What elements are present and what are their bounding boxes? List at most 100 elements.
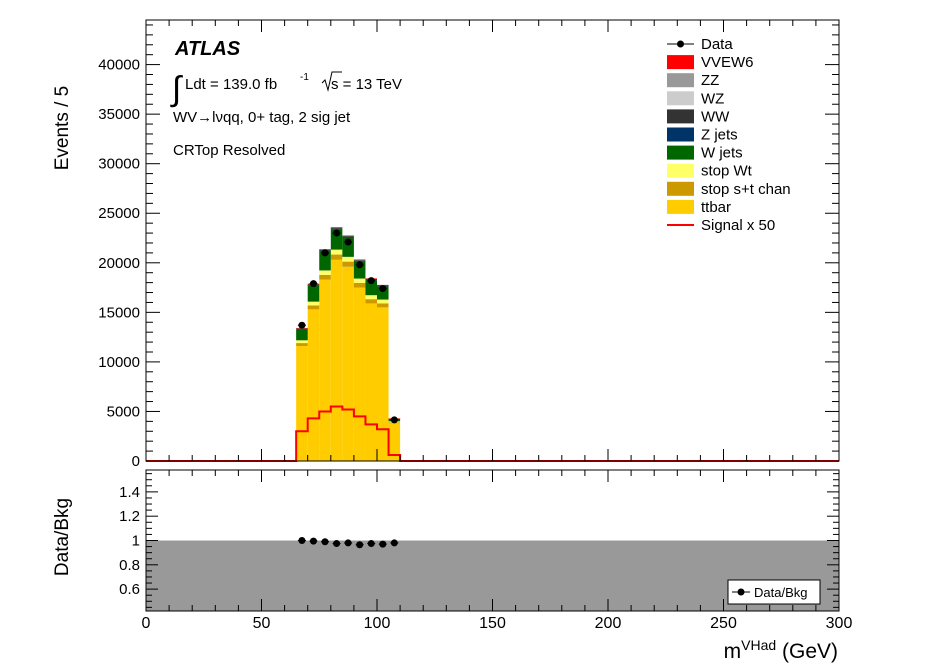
bar-stop-wt [319, 270, 331, 275]
bar-stop-s-t-chan [353, 282, 366, 288]
x-axis-label-sup: VHad [741, 637, 776, 653]
ratio-y-axis: 0.6 0.8 1 1.2 1.4 [119, 473, 839, 608]
legend-swatch-wz [667, 91, 694, 106]
bar-ww [342, 235, 354, 238]
bar-stop-wt [330, 249, 343, 255]
main-y-axis: 0 5000 10000 15000 20000 25000 30000 35000 40000 [98, 24, 839, 470]
bar-stop-wt [377, 299, 389, 304]
legend-label-stop-wt: stop Wt [701, 163, 753, 180]
bar-z-jets [342, 237, 354, 239]
main-x-ticks [145, 20, 840, 461]
bar-ww [353, 259, 366, 261]
legend-label-data: Data [701, 36, 733, 53]
data-point [333, 229, 341, 237]
ratio-y-tick-label: 1.2 [119, 508, 140, 525]
data-point [390, 416, 398, 424]
atlas-label: ATLAS [174, 38, 241, 60]
data-point [367, 277, 375, 285]
ratio-panel: 0.6 0.8 1 1.2 1.4 0 50 100 150 200 250 300 Data/Bk… [52, 469, 853, 663]
y-tick-label: 0 [132, 453, 140, 470]
ratio-y-tick-label: 0.6 [119, 581, 140, 598]
signal-line [146, 405, 839, 462]
x-tick-label: 250 [710, 615, 737, 632]
legend-label-zz: ZZ [701, 72, 719, 89]
y-tick-label: 20000 [98, 255, 140, 272]
bar-ww [330, 227, 343, 229]
ratio-x-axis: 0 50 100 150 200 250 300 [142, 470, 853, 632]
bar-stop-wt [296, 340, 308, 344]
legend-label-signal-x-50: Signal x 50 [701, 217, 775, 234]
bar-vvew6 [342, 235, 354, 237]
channel-label: WV→lνqq, 0+ tag, 2 sig jet [173, 109, 351, 126]
data-points [297, 229, 399, 424]
bar-stop-wt [353, 278, 366, 283]
bar-w-jets [307, 285, 320, 302]
ratio-y-tick-label: 1.4 [119, 484, 140, 501]
ratio-point [367, 540, 375, 548]
main-panel: 0 5000 10000 15000 20000 25000 30000 35000 40000… [52, 19, 840, 470]
x-axis-label-main: m [724, 640, 742, 663]
ratio-point [321, 538, 329, 546]
legend-label-wz: WZ [701, 90, 724, 107]
x-tick-label: 100 [364, 615, 391, 632]
bar-ttbar [296, 346, 308, 461]
bar-z-jets [330, 228, 343, 230]
bar-ttbar [307, 309, 320, 461]
ratio-point [333, 540, 341, 548]
x-tick-label: 0 [142, 615, 151, 632]
bar-w-jets [330, 229, 343, 250]
signal-histogram [146, 405, 839, 462]
ratio-y-tick-label: 0.8 [119, 557, 140, 574]
bar-vvew6 [330, 227, 343, 228]
bar-z-jets [296, 328, 308, 330]
bar-w-jets [365, 280, 377, 296]
legend-label-ww: WW [701, 108, 730, 125]
x-tick-label: 200 [595, 615, 622, 632]
ratio-point [344, 539, 352, 547]
y-tick-label: 10000 [98, 354, 140, 371]
legend-swatch-w-jets [667, 145, 694, 160]
bar-ttbar [365, 303, 377, 461]
x-tick-label: 300 [826, 615, 853, 632]
bar-stop-wt [342, 256, 354, 262]
ratio-point [356, 541, 364, 549]
y-tick-label: 5000 [107, 403, 140, 420]
bar-w-jets [342, 238, 354, 257]
legend-swatch-stop-wt [667, 163, 694, 178]
x-tick-label: 50 [253, 615, 271, 632]
bar-ttbar [388, 423, 401, 461]
legend-label-vvew6: VVEW6 [701, 54, 754, 71]
stacked-histogram [296, 227, 401, 461]
bar-stop-s-t-chan [307, 305, 320, 310]
bar-stop-s-t-chan [330, 254, 343, 260]
bar-ttbar [330, 259, 343, 461]
bar-ttbar [377, 307, 389, 461]
bar-stop-s-t-chan [365, 299, 377, 304]
legend-label-ttbar: ttbar [701, 199, 731, 216]
legend-swatch-ww [667, 109, 694, 124]
luminosity-superscript: -1 [300, 72, 309, 83]
legend-swatch-ttbar [667, 199, 694, 214]
main-plot-area [146, 20, 839, 461]
luminosity-label: Ldt = 139.0 fb [185, 76, 277, 93]
legend-swatch-z-jets [667, 127, 694, 142]
ratio-y-tick-label: 1 [132, 533, 140, 550]
bar-ttbar [342, 266, 354, 461]
bar-stop-wt [307, 301, 320, 306]
legend-label-w-jets: W jets [701, 145, 743, 162]
bar-w-jets [296, 329, 308, 341]
bar-w-jets [377, 286, 389, 300]
data-point [344, 238, 352, 246]
data-point [356, 261, 364, 269]
bar-ttbar [353, 287, 366, 461]
bar-w-jets [353, 261, 366, 279]
data-point [379, 285, 387, 293]
data-point [309, 280, 317, 288]
legend-data-marker [677, 40, 684, 48]
bar-stop-s-t-chan [342, 261, 354, 267]
bar-stop-s-t-chan [296, 343, 308, 347]
y-axis-label: Events / 5 [52, 86, 73, 171]
energy-label: s = 13 TeV [331, 76, 402, 93]
x-axis-label: mVHad (GeV) [724, 637, 838, 663]
